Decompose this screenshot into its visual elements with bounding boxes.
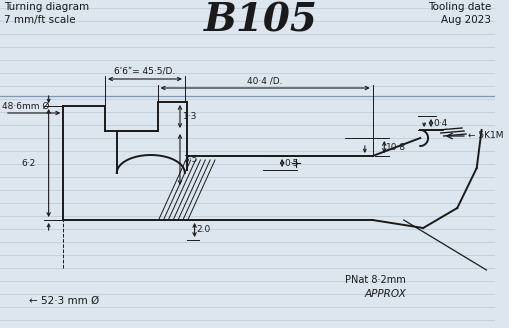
Text: 6ʹ6ʺ= 45·5/D.: 6ʹ6ʺ= 45·5/D. xyxy=(115,67,176,76)
Text: Tooling date: Tooling date xyxy=(428,2,491,12)
Text: APPROX: APPROX xyxy=(365,289,407,299)
Text: 48·6mm Ø: 48·6mm Ø xyxy=(2,102,49,111)
Text: 10·8: 10·8 xyxy=(386,142,406,152)
Text: 6·2: 6·2 xyxy=(21,158,36,168)
Text: 40·4 /D.: 40·4 /D. xyxy=(247,76,283,85)
Text: 7 mm/ft scale: 7 mm/ft scale xyxy=(4,15,75,25)
Text: Turning diagram: Turning diagram xyxy=(4,2,89,12)
Text: 2.0: 2.0 xyxy=(196,226,211,235)
Text: Aug 2023: Aug 2023 xyxy=(441,15,491,25)
Text: 3·5: 3·5 xyxy=(183,155,197,164)
Text: 0·5: 0·5 xyxy=(284,158,298,168)
Text: ← 52·3 mm Ø: ← 52·3 mm Ø xyxy=(29,296,99,306)
Text: B105: B105 xyxy=(204,1,318,39)
Text: ← 5K1M: ← 5K1M xyxy=(468,132,503,140)
Text: 1·3: 1·3 xyxy=(183,112,197,121)
Text: 0·4: 0·4 xyxy=(433,118,447,128)
Text: PNat 8·2mm: PNat 8·2mm xyxy=(346,275,406,285)
